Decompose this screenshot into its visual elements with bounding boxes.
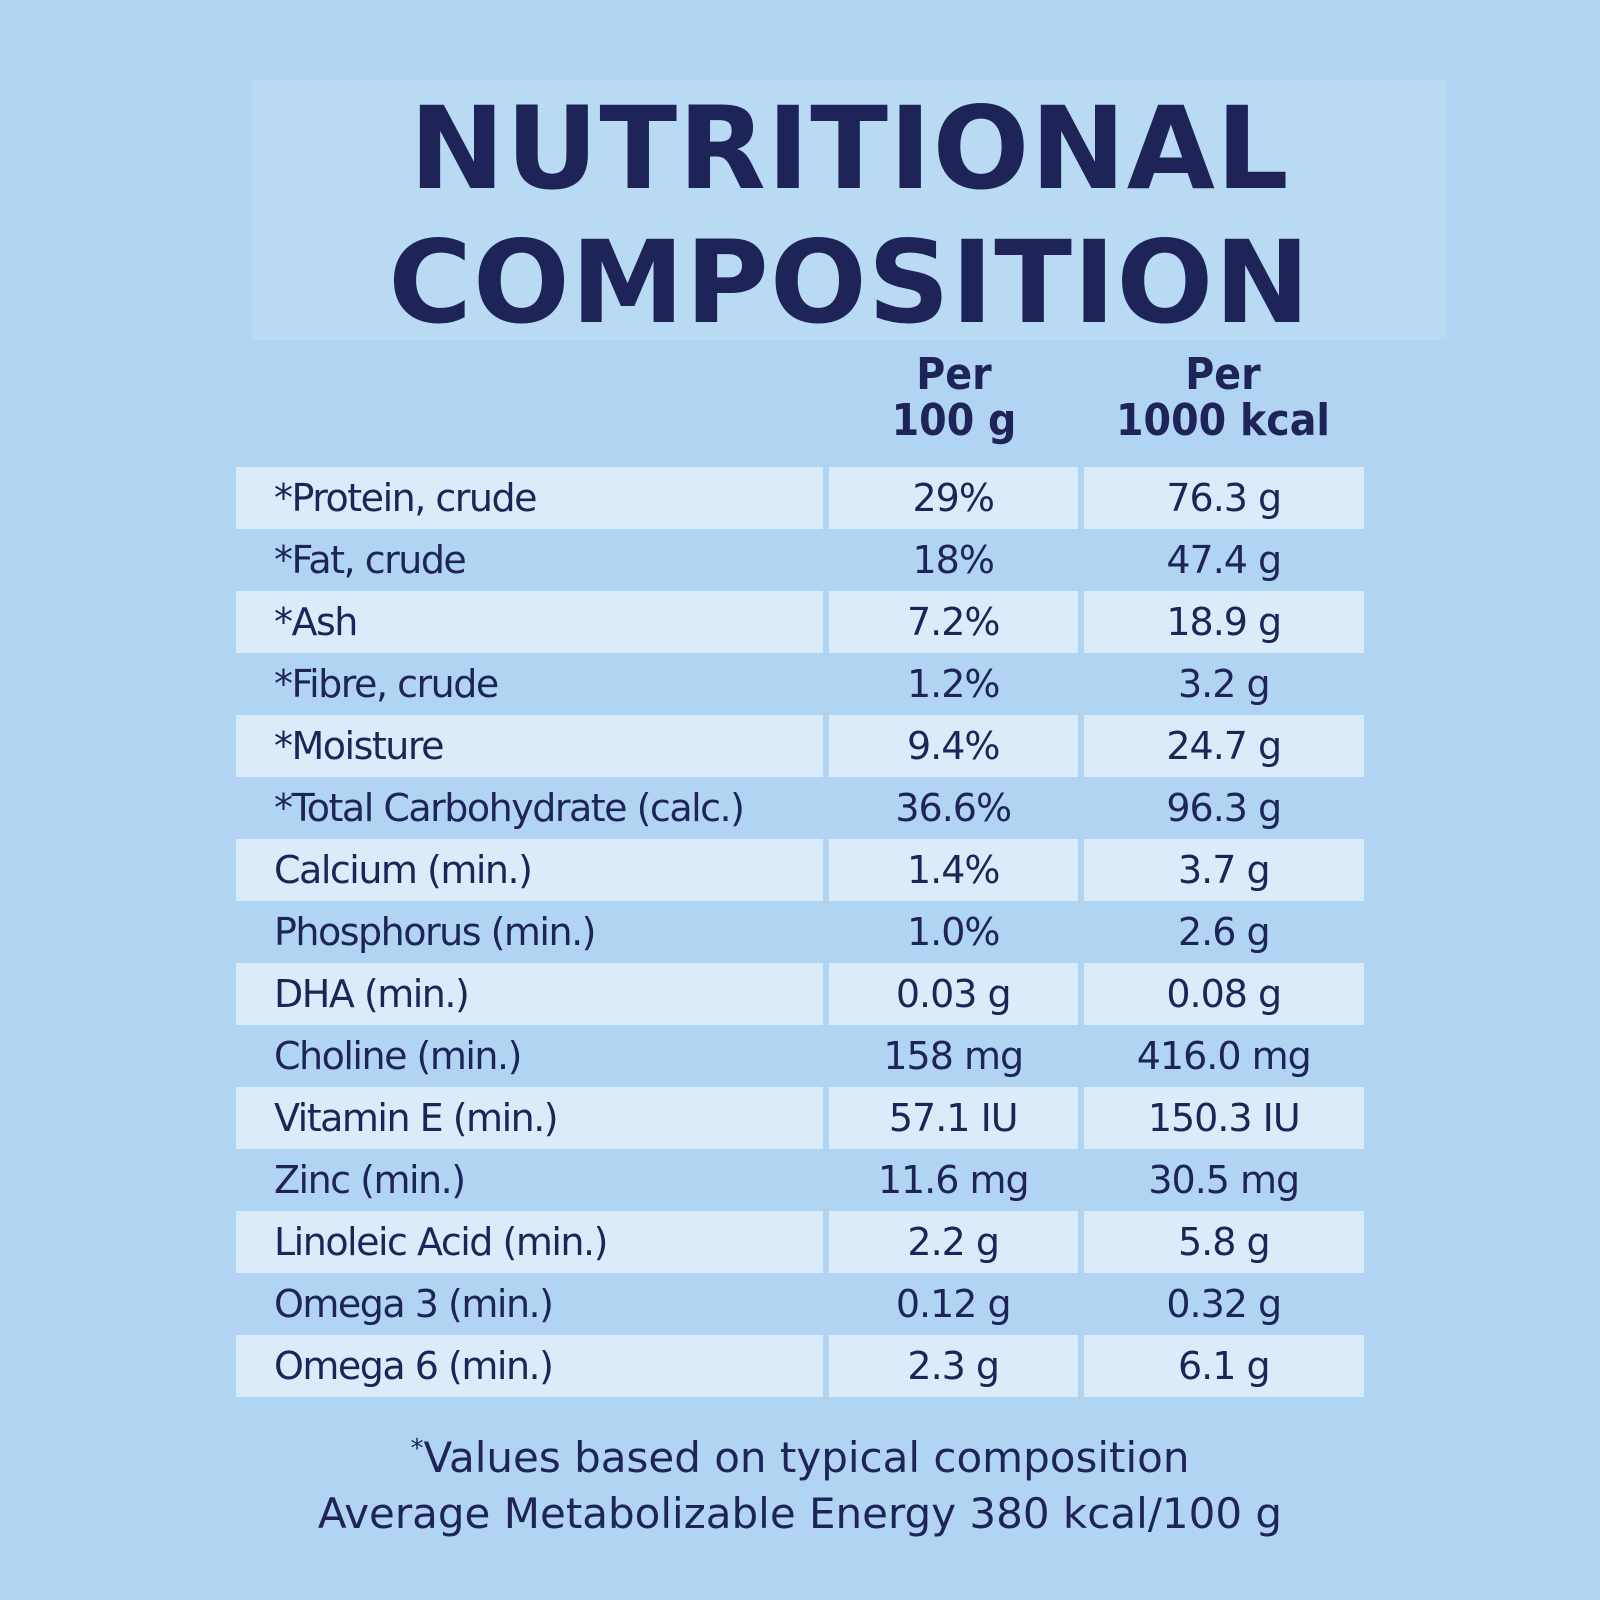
title-panel (252, 80, 1447, 340)
per-100g-value-cell: 1.2% (906, 662, 1001, 706)
title-line-2: COMPOSITION (388, 216, 1311, 349)
table-row: Phosphorus (min.) 1.0% 2.6 g (236, 901, 1364, 963)
nutrient-name-cell: Phosphorus (min.) (274, 910, 596, 954)
footnote-line-2: Average Metabolizable Energy 380 kcal/10… (317, 1489, 1283, 1538)
per-100g-value-cell: 0.12 g (895, 1282, 1012, 1326)
nutrient-name-cell: *Protein, crude (236, 467, 823, 529)
nutrient-name-cell: *Fat, crude (274, 538, 467, 582)
per-1000kcal-value-cell: 416.0 mg (1136, 1034, 1312, 1078)
per-1000kcal-value-cell: 3.2 g (1177, 662, 1271, 706)
nutrient-name-cell: *Total Carbohydrate (calc.) (274, 786, 745, 830)
column-header-per-1000kcal: Per 1000 kcal (1082, 352, 1364, 444)
nutrition-table: *Protein, crude 29% 76.3 g *Fat, crude 18% 47… (236, 467, 1364, 1397)
nutrient-name-cell: *Moisture (236, 715, 823, 777)
per-100g-value-cell: 158 mg (883, 1034, 1024, 1078)
nutrient-name-cell: Choline (min.) (274, 1034, 522, 1078)
table-row: Calcium (min.) 1.4% 3.7 g (236, 839, 1364, 901)
table-row: Zinc (min.) 11.6 mg 30.5 mg (236, 1149, 1364, 1211)
per-1000kcal-value-cell: 24.7 g (1083, 715, 1364, 777)
per-100g-value-cell: 2.3 g (828, 1335, 1078, 1397)
per-1000kcal-value-cell: 2.6 g (1177, 910, 1271, 954)
footnote-line-1: *Values based on typical composition (0, 1430, 1600, 1486)
per-100g-value-cell: 36.6% (895, 786, 1012, 830)
page-title: NUTRITIONAL COMPOSITION (252, 82, 1447, 350)
table-row: *Ash 7.2% 18.9 g (236, 591, 1364, 653)
per-100g-value-cell: 9.4% (828, 715, 1078, 777)
per-1000kcal-value-cell: 76.3 g (1083, 467, 1364, 529)
per-1000kcal-value-cell: 18.9 g (1083, 591, 1364, 653)
table-row: Linoleic Acid (min.) 2.2 g 5.8 g (236, 1211, 1364, 1273)
title-line-1: NUTRITIONAL (409, 82, 1290, 215)
per-1000kcal-value-cell: 0.08 g (1083, 963, 1364, 1025)
table-row: Choline (min.) 158 mg 416.0 mg (236, 1025, 1364, 1087)
per-1000kcal-value-cell: 6.1 g (1083, 1335, 1364, 1397)
per-1000kcal-value-cell: 30.5 mg (1148, 1158, 1300, 1202)
column-header-per-1000kcal-line-2: 1000 kcal (1116, 395, 1330, 446)
per-100g-value-cell: 7.2% (828, 591, 1078, 653)
nutrient-name-cell: Vitamin E (min.) (236, 1087, 823, 1149)
per-1000kcal-value-cell: 0.32 g (1166, 1282, 1282, 1326)
per-100g-value-cell: 57.1 IU (828, 1087, 1078, 1149)
nutrient-name-cell: Linoleic Acid (min.) (236, 1211, 823, 1273)
per-100g-value-cell: 29% (828, 467, 1078, 529)
nutrient-name-cell: Omega 3 (min.) (274, 1282, 554, 1326)
per-100g-value-cell: 1.0% (906, 910, 1001, 954)
nutrient-name-cell: Calcium (min.) (236, 839, 823, 901)
table-row: Omega 3 (min.) 0.12 g 0.32 g (236, 1273, 1364, 1335)
column-header-per-100g-line-1: Per (916, 349, 992, 400)
per-100g-value-cell: 1.4% (828, 839, 1078, 901)
footnote-asterisk: * (410, 1434, 424, 1464)
per-1000kcal-value-cell: 96.3 g (1166, 786, 1282, 830)
column-header-per-100g-line-2: 100 g (891, 395, 1017, 446)
per-100g-value-cell: 11.6 mg (877, 1158, 1030, 1202)
nutrient-name-cell: *Ash (236, 591, 823, 653)
per-1000kcal-value-cell: 150.3 IU (1083, 1087, 1364, 1149)
table-row: *Protein, crude 29% 76.3 g (236, 467, 1364, 529)
column-header-per-100g: Per 100 g (832, 352, 1076, 444)
footnote: *Values based on typical composition Ave… (0, 1430, 1600, 1542)
nutrient-name-cell: DHA (min.) (236, 963, 823, 1025)
nutrient-name-cell: Omega 6 (min.) (236, 1335, 823, 1397)
nutrient-name-cell: *Fibre, crude (274, 662, 499, 706)
table-row: *Fibre, crude 1.2% 3.2 g (236, 653, 1364, 715)
table-row: Omega 6 (min.) 2.3 g 6.1 g (236, 1335, 1364, 1397)
per-1000kcal-value-cell: 47.4 g (1166, 538, 1282, 582)
per-100g-value-cell: 2.2 g (828, 1211, 1078, 1273)
per-1000kcal-value-cell: 5.8 g (1083, 1211, 1364, 1273)
column-header-per-1000kcal-line-1: Per (1185, 349, 1261, 400)
table-row: *Total Carbohydrate (calc.) 36.6% 96.3 g (236, 777, 1364, 839)
per-100g-value-cell: 0.03 g (828, 963, 1078, 1025)
per-1000kcal-value-cell: 3.7 g (1083, 839, 1364, 901)
footnote-text-1: Values based on typical composition (423, 1433, 1190, 1482)
per-100g-value-cell: 18% (912, 538, 995, 582)
table-row: *Moisture 9.4% 24.7 g (236, 715, 1364, 777)
table-row: *Fat, crude 18% 47.4 g (236, 529, 1364, 591)
table-row: DHA (min.) 0.03 g 0.08 g (236, 963, 1364, 1025)
nutrient-name-cell: Zinc (min.) (274, 1158, 466, 1202)
table-row: Vitamin E (min.) 57.1 IU 150.3 IU (236, 1087, 1364, 1149)
